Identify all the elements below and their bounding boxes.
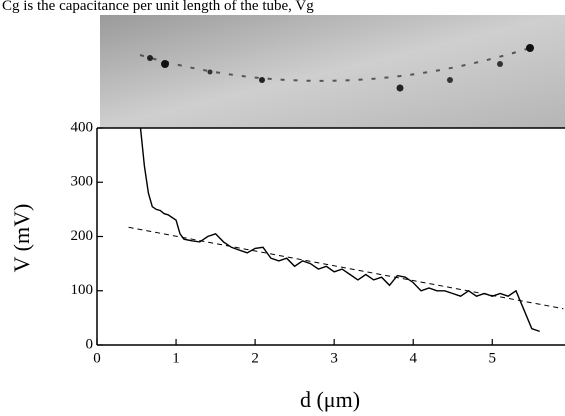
x-tick-label: 4 [409, 350, 417, 366]
micrograph [100, 15, 565, 128]
y-tick-label: 0 [86, 336, 94, 352]
y-axis-label: V (mV) [9, 204, 34, 273]
x-axis-label: d (μm) [300, 387, 360, 412]
x-tick-label: 1 [172, 350, 180, 366]
x-tick-label: 3 [330, 350, 338, 366]
x-tick-label: 5 [489, 350, 497, 366]
y-tick-label: 100 [71, 282, 94, 298]
x-tick-label: 2 [251, 350, 259, 366]
header-text: Cg is the capacitance per unit length of… [2, 0, 314, 14]
y-tick-label: 400 [71, 119, 94, 135]
fit-line [128, 226, 564, 310]
y-tick-label: 300 [71, 174, 94, 190]
data-line [139, 127, 540, 333]
x-tick-label: 0 [93, 350, 101, 366]
y-tick-label: 200 [71, 228, 94, 244]
